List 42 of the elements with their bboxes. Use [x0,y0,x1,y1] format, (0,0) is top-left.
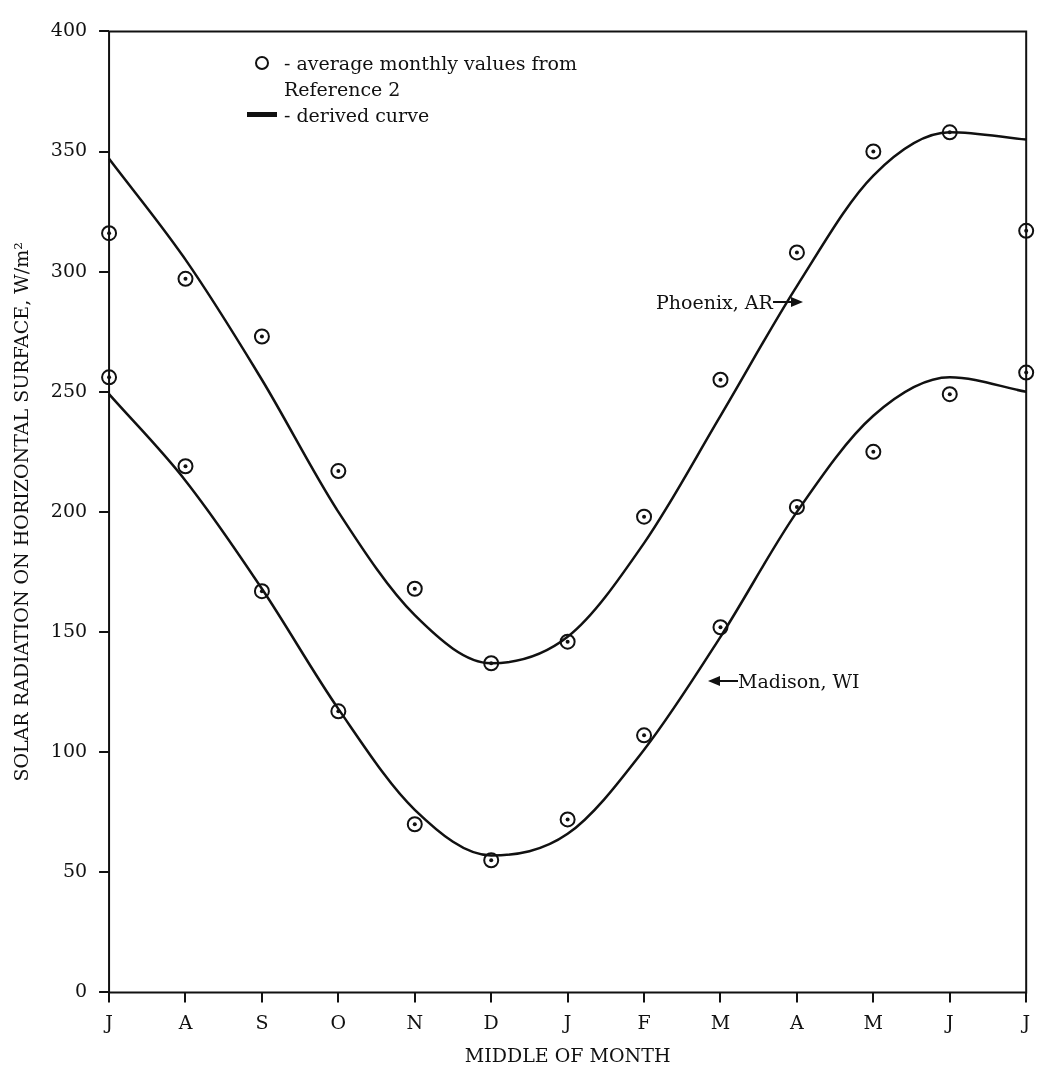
x-tick-label: J [103,1010,113,1033]
series-label: Phoenix, AR [656,291,773,313]
x-tick-label: N [406,1010,424,1033]
x-tick-label: D [483,1010,499,1033]
point [636,727,653,744]
y-tick-label: 400 [50,18,88,41]
x-tick-label: J [943,1010,954,1033]
point [941,386,958,403]
annotation: - average monthly values from Reference 2 [284,51,578,102]
x-tick-label: A [177,1010,193,1033]
point [559,811,576,828]
x-tick-label: M [710,1010,731,1033]
point [406,816,423,833]
point [636,508,653,525]
point [330,463,347,480]
point [712,371,729,388]
point [865,443,882,460]
y-tick-label: 150 [50,618,88,641]
point [865,143,882,160]
y-tick-label: 100 [50,739,88,762]
point [406,580,423,597]
y-tick-label: 200 [50,498,88,521]
x-tick-label: J [561,1010,572,1033]
y-tick-label: 50 [62,859,88,882]
x-tick-label: S [255,1010,269,1033]
point [253,328,270,345]
y-tick-label: 250 [50,378,88,401]
point [177,270,194,287]
point [788,244,805,261]
x-axis-title: MIDDLE OF MONTH [464,1043,671,1066]
legend-label: Madison, WI [738,670,860,692]
annotation: - derived curve [284,103,431,128]
y-tick-label: 300 [50,258,88,281]
y-axis-title: SOLAR RADIATION ON HORIZONTAL SURFACE, W/m² [10,242,33,782]
x-tick-label: O [330,1010,347,1033]
y-tick-label: 350 [50,138,88,161]
x-tick-label: J [1020,1010,1030,1033]
x-tick-label: M [863,1010,884,1033]
point [177,458,194,475]
x-tick-label: A [789,1010,805,1033]
y-tick-label: 0 [74,979,88,1002]
x-tick-label: F [637,1010,651,1033]
